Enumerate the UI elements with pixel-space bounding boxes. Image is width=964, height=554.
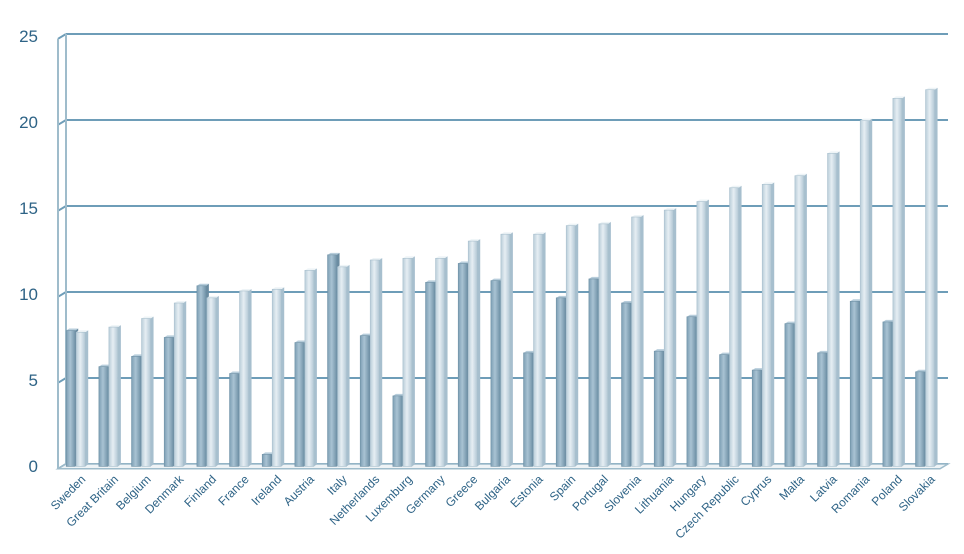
bar: [663, 208, 677, 467]
bar: [206, 295, 219, 467]
bar: [827, 151, 840, 467]
bars: [65, 87, 938, 467]
bar: [75, 330, 89, 467]
y-tick-label: 25: [19, 27, 38, 46]
bar: [696, 199, 709, 467]
gridline: [57, 205, 948, 212]
x-tick-label: Finland: [181, 472, 219, 510]
y-tick-labels: 0 5 10 15 20 25: [19, 27, 38, 476]
x-tick-label: Slovakia: [896, 472, 938, 514]
gridline: [57, 33, 948, 40]
x-tick-label: France: [215, 472, 252, 509]
bar: [369, 258, 383, 467]
bar: [141, 316, 154, 467]
bar: [239, 288, 252, 467]
bar: [565, 223, 579, 467]
bar: [500, 232, 513, 467]
x-tick-label: Ireland: [249, 472, 285, 508]
bar: [402, 256, 415, 467]
y-tick-label: 5: [29, 371, 38, 390]
x-tick-label: Cyprus: [738, 472, 775, 509]
y-tick-label: 10: [19, 285, 38, 304]
x-tick-label: Estonia: [508, 472, 546, 510]
y-tick-label: 15: [19, 199, 38, 218]
x-tick-label: Malta: [776, 472, 807, 503]
y-tick-label: 0: [29, 457, 38, 476]
bar: [761, 182, 775, 467]
bar: [631, 215, 644, 467]
bar: [467, 239, 481, 467]
x-tick-label: Austria: [281, 472, 318, 509]
bar: [533, 232, 546, 467]
y-tick-label: 20: [19, 113, 38, 132]
x-tick-label: Bulgaria: [472, 472, 513, 513]
x-tick-label: Italy: [324, 472, 349, 497]
bar: [729, 185, 742, 467]
bar: [598, 221, 611, 467]
gridline: [57, 119, 948, 126]
bar: [435, 256, 448, 467]
bar: [271, 287, 285, 467]
bar: [304, 268, 317, 467]
bar: [892, 96, 905, 467]
bar: [173, 301, 187, 467]
bar: [925, 87, 938, 467]
bar: [337, 264, 350, 467]
bar: [108, 325, 121, 467]
bar: [794, 173, 807, 467]
bar: [859, 118, 873, 467]
